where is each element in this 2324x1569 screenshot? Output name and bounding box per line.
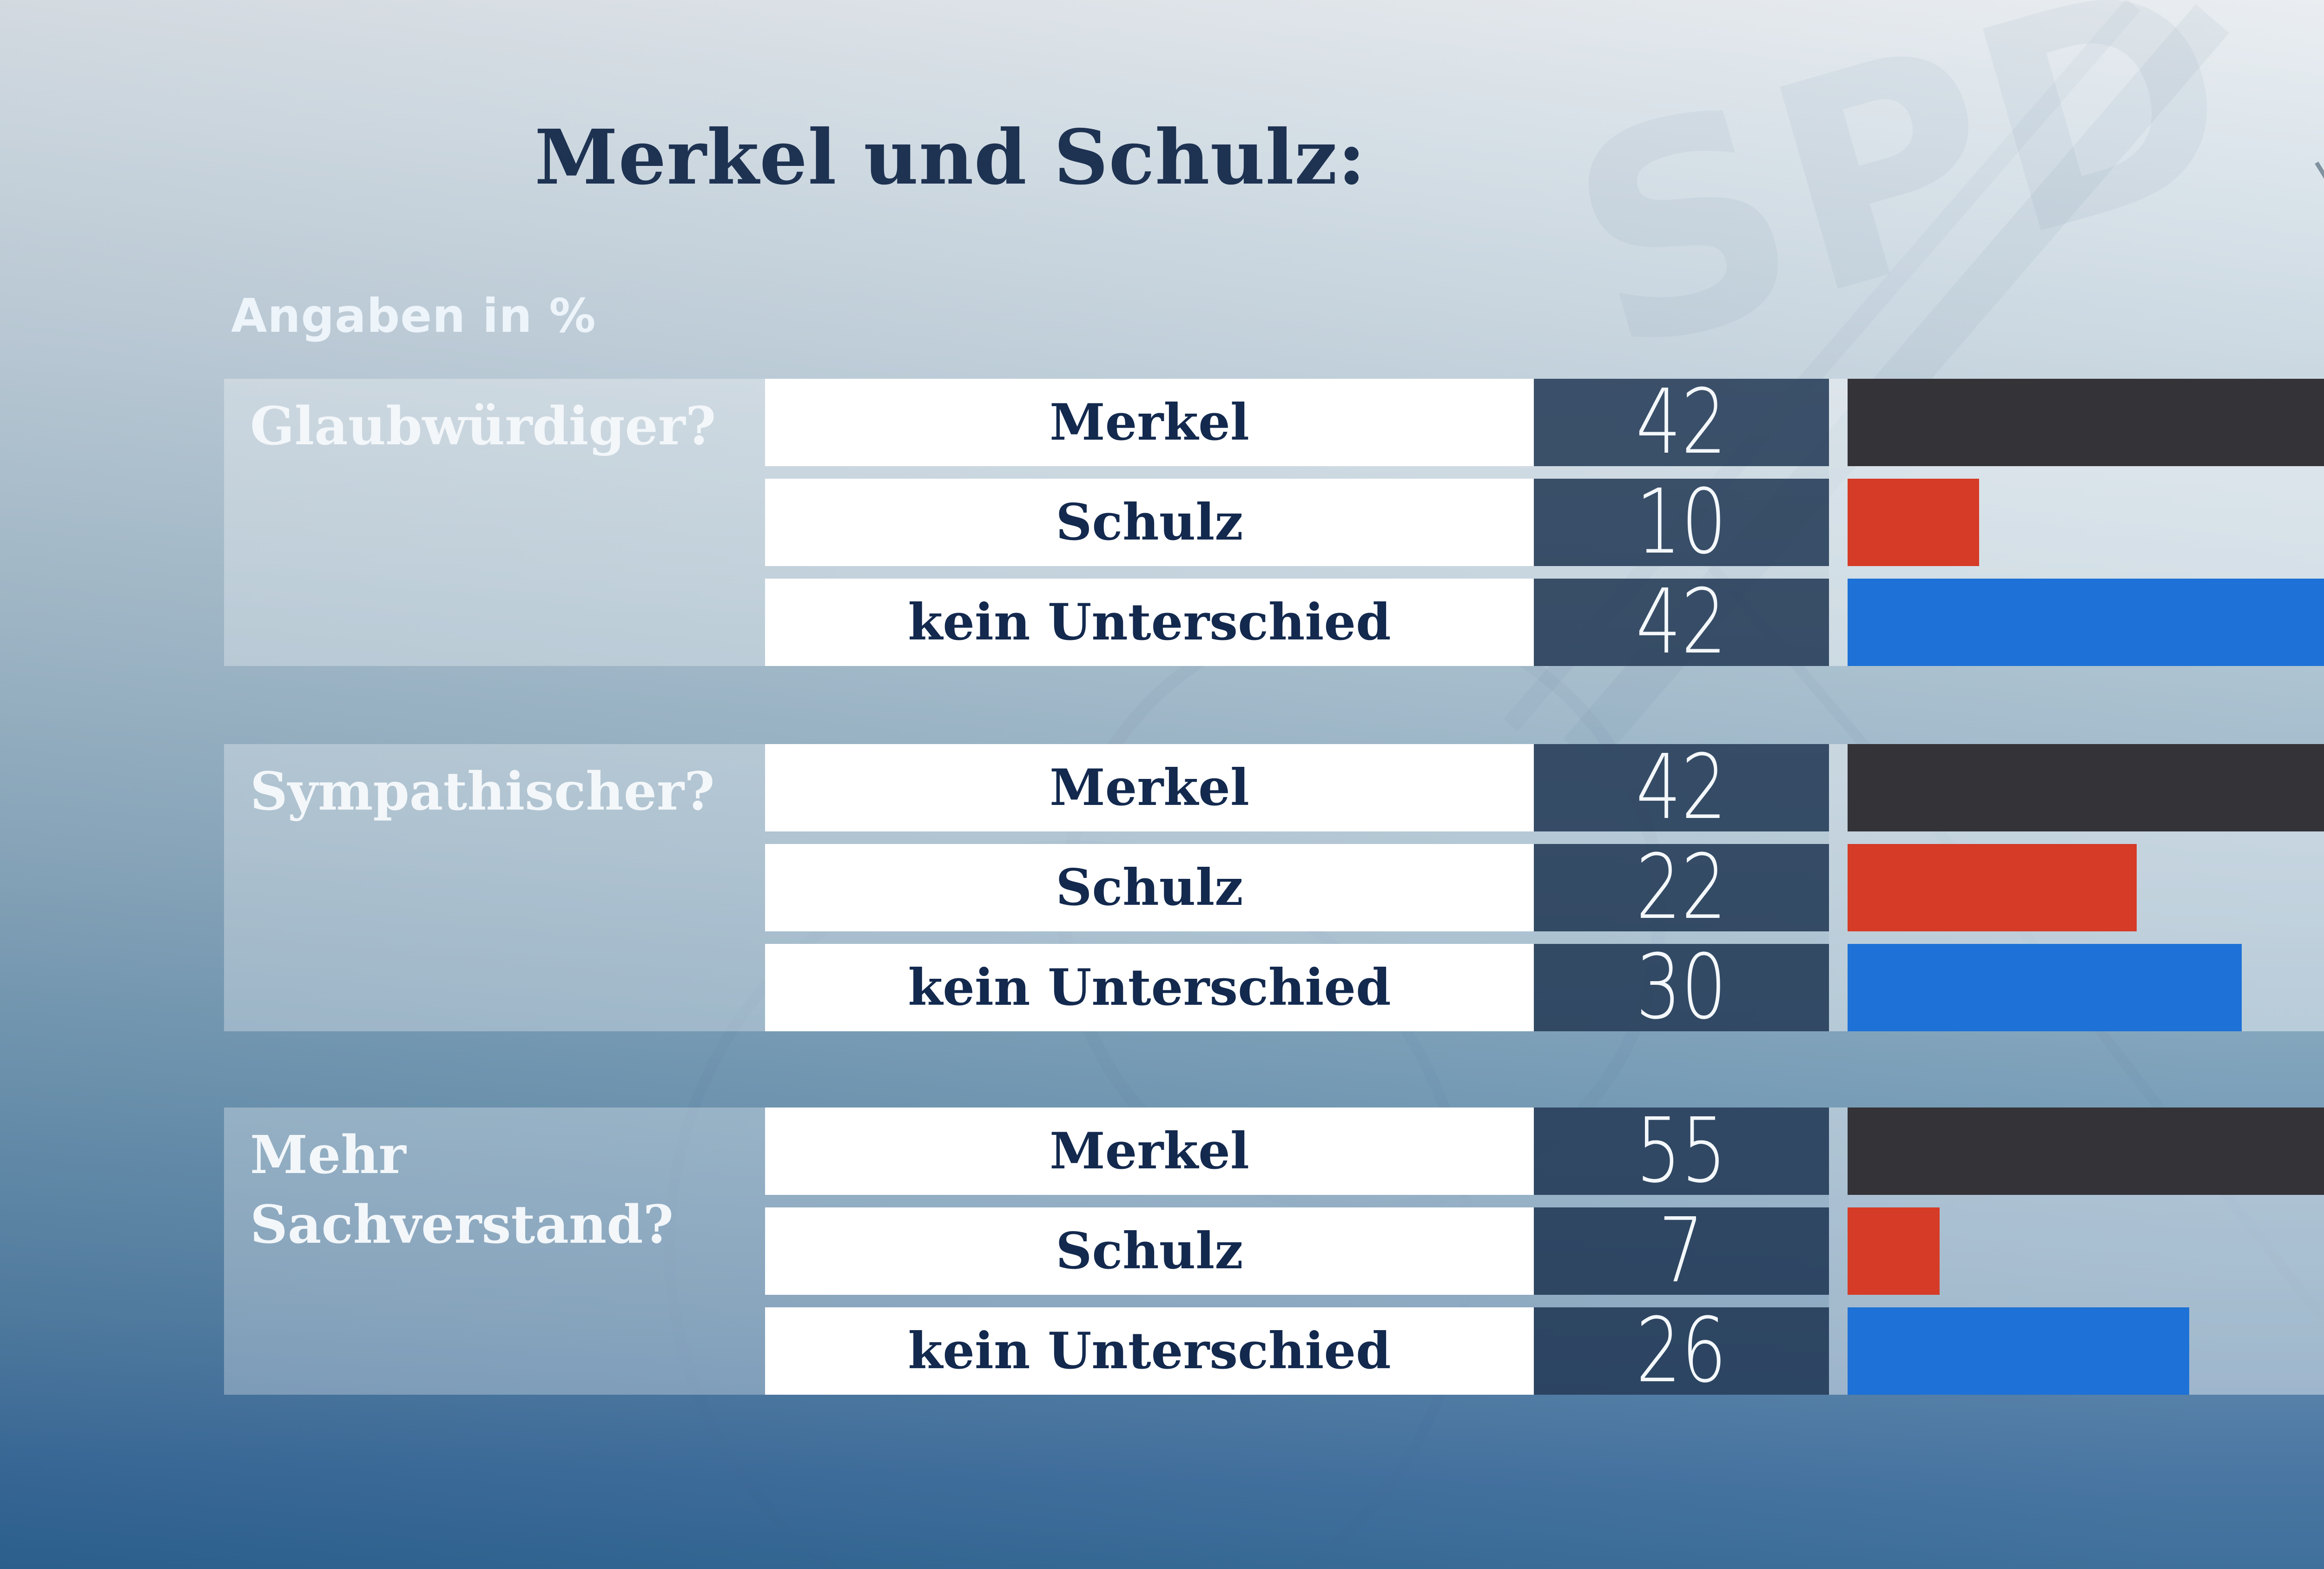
option-label: Schulz (765, 1207, 1534, 1295)
bar-schulz (1848, 844, 2137, 931)
page-title: Merkel und Schulz: (535, 113, 1366, 202)
value-box: 42 (1534, 570, 1829, 674)
question-label: Mehr Sachverstand? (250, 1125, 674, 1256)
bar-schulz (1848, 1207, 1940, 1295)
option-label: kein Unterschied (765, 944, 1534, 1031)
option-label: Merkel (765, 1108, 1534, 1195)
unit-note: Angaben in % (231, 289, 596, 343)
value-box: 7 (1534, 1199, 1829, 1303)
value-text: 55 (1636, 1099, 1727, 1203)
question-panel-sympathischer: Sympathischer? Merkel 42 Schulz 22 kein … (224, 736, 2324, 1039)
bar-merkel (1848, 744, 2324, 831)
bar-kein-unterschied (1848, 1307, 2189, 1395)
option-label: kein Unterschied (765, 579, 1534, 666)
bar-merkel (1848, 379, 2324, 466)
option-label: kein Unterschied (765, 1307, 1534, 1395)
data-row: Schulz 22 (224, 836, 2324, 939)
data-row: Schulz 7 (224, 1199, 2324, 1303)
question-label: Glaubwürdiger? (250, 396, 716, 457)
question-panel-mehr-sachverstand: Mehr Sachverstand? Merkel 55 Schulz 7 ke… (224, 1099, 2324, 1403)
data-row: kein Unterschied 30 (224, 936, 2324, 1039)
bar-merkel (1848, 1108, 2324, 1195)
data-row: Merkel 55 (224, 1099, 2324, 1203)
data-row: Merkel 42 (224, 736, 2324, 839)
value-box: 22 (1534, 836, 1829, 939)
value-text: 42 (1636, 570, 1727, 674)
option-label: Schulz (765, 479, 1534, 566)
question-panel-glaubwuerdiger: Glaubwürdiger? Merkel 42 Schulz 10 kein … (224, 370, 2324, 674)
value-text: 42 (1636, 370, 1727, 474)
value-text: 7 (1658, 1199, 1704, 1303)
option-label: Merkel (765, 744, 1534, 831)
value-box: 42 (1534, 370, 1829, 474)
value-text: 42 (1636, 736, 1727, 839)
value-box: 42 (1534, 736, 1829, 839)
data-row: kein Unterschied 26 (224, 1299, 2324, 1403)
data-row: Schulz 10 (224, 470, 2324, 574)
value-text: 22 (1636, 836, 1727, 939)
bar-schulz (1848, 479, 1979, 566)
option-label: Schulz (765, 844, 1534, 931)
value-box: 10 (1534, 470, 1829, 574)
data-row: kein Unterschied 42 (224, 570, 2324, 674)
value-box: 30 (1534, 936, 1829, 1039)
option-label: Merkel (765, 379, 1534, 466)
data-row: Merkel 42 (224, 370, 2324, 474)
value-text: 10 (1636, 470, 1727, 574)
value-text: 26 (1636, 1299, 1727, 1403)
value-text: 30 (1636, 936, 1727, 1039)
question-label: Sympathischer? (250, 761, 715, 822)
value-box: 26 (1534, 1299, 1829, 1403)
bar-kein-unterschied (1848, 944, 2242, 1031)
value-box: 55 (1534, 1099, 1829, 1203)
bar-kein-unterschied (1848, 579, 2324, 666)
